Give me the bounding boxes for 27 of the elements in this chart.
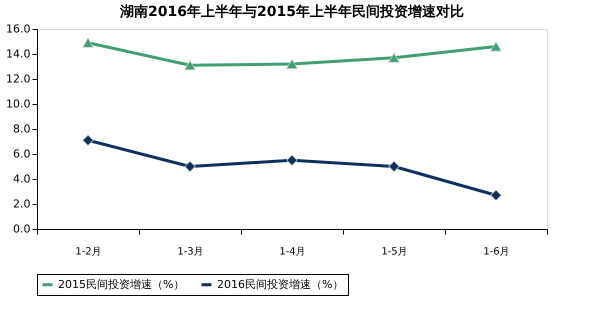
y-tick-label: 10.0 bbox=[6, 98, 30, 110]
x-tick-label: 1-4月 bbox=[279, 246, 306, 258]
point bbox=[388, 160, 400, 172]
point bbox=[82, 38, 94, 48]
x-tick-label: 1-3月 bbox=[177, 246, 204, 258]
y-tick-label: 16.0 bbox=[6, 22, 30, 36]
y-tick-label: 0.0 bbox=[13, 222, 30, 236]
y-tick-label: 4.0 bbox=[13, 172, 30, 186]
x-tick-label: 1-6月 bbox=[483, 246, 510, 258]
y-tick-label: 2.0 bbox=[13, 198, 30, 210]
legend-label: 2015民间投资增速（%） bbox=[58, 278, 184, 291]
point bbox=[184, 60, 196, 70]
point bbox=[286, 59, 298, 69]
point bbox=[82, 134, 94, 146]
y-tick-label: 6.0 bbox=[13, 148, 30, 160]
y-tick-label: 14.0 bbox=[6, 48, 30, 60]
point bbox=[184, 160, 196, 172]
point bbox=[286, 154, 298, 166]
point bbox=[388, 52, 400, 63]
y-tick-label: 8.0 bbox=[13, 122, 30, 136]
y-tick-label: 12.0 bbox=[6, 72, 30, 86]
legend-label: 2016民间投资增速（%） bbox=[217, 278, 344, 291]
point bbox=[490, 190, 502, 201]
point bbox=[490, 42, 502, 52]
x-tick-label: 1-2月 bbox=[75, 246, 102, 258]
chart-title: 湖南2016年上半年与2015年上半年民间投资增速对比 bbox=[119, 4, 464, 20]
x-tick-label: 1-5月 bbox=[381, 246, 408, 258]
